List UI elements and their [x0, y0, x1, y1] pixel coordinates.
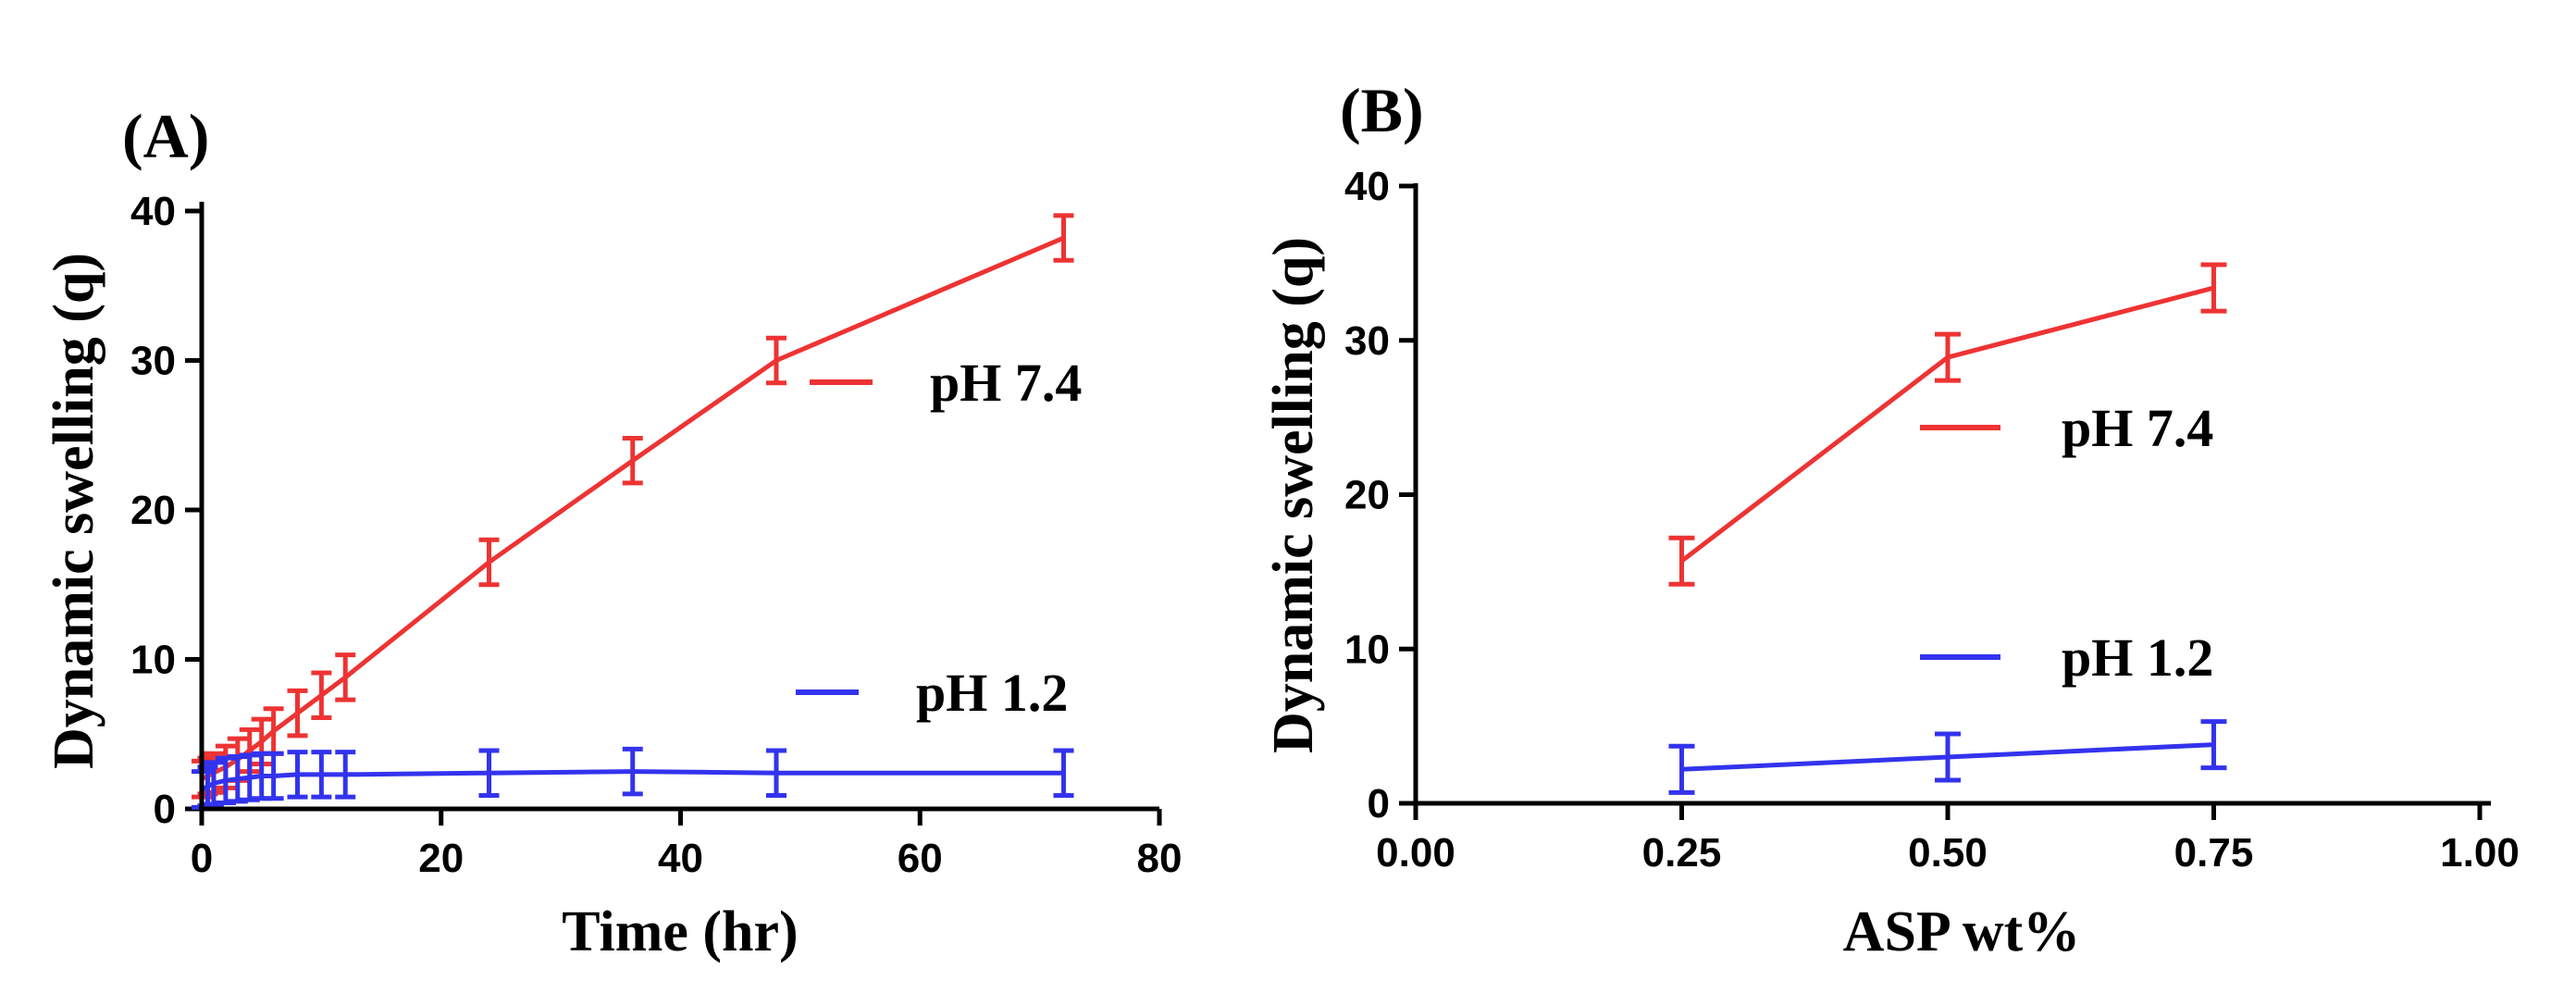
panel-a: (A) Dynamic swelling (q) Time (hr) 0 10 20… [43, 101, 1182, 963]
panel-b-y-tick-label: 10 [1344, 627, 1390, 672]
panel-a-error-bar-ph-7-4 [311, 670, 332, 720]
panel-b-y-axis-title: Dynamic swelling (q) [1262, 237, 1325, 753]
panel-b-error-bar-ph-1-2 [1668, 743, 1695, 795]
panel-a-error-bar-ph-1-2 [287, 750, 308, 800]
panel-a-x-axis-title: Time (hr) [562, 900, 798, 963]
legend-label-ph-1-2: pH 1.2 [2062, 627, 2213, 688]
panel-a-x-tick-label: 80 [1137, 836, 1183, 881]
panel-a-error-bar-ph-1-2 [263, 751, 284, 801]
panel-a-error-bar-ph-7-4 [478, 537, 500, 588]
panel-b-series [1668, 262, 2227, 795]
panel-a-error-bar-ph-1-2 [478, 748, 500, 798]
panel-a-y-tick-label: 40 [130, 189, 176, 234]
panel-a-error-bar-ph-1-2 [311, 750, 332, 800]
panel-a-y-axis-title: Dynamic swelling (q) [43, 253, 105, 769]
panel-b-x-axis-title: ASP wt% [1843, 900, 2081, 963]
panel-b-legend: pH 7.4 pH 1.2 [1920, 398, 2213, 688]
panel-a-error-bar-ph-7-4 [622, 435, 643, 486]
panel-a-error-bar-ph-1-2 [335, 750, 356, 800]
panel-a-error-bar-ph-7-4 [287, 688, 308, 739]
panel-a-error-bar-ph-7-4 [1053, 213, 1074, 263]
panel-a-y-tick-label: 0 [154, 787, 176, 832]
panel-b-error-bar-ph-7-4 [2200, 262, 2227, 314]
panel-a-y-tick-label: 10 [130, 638, 176, 683]
panel-a-error-bar-ph-1-2 [622, 746, 643, 797]
panel-a-error-bar-ph-1-2 [1053, 748, 1074, 798]
panel-b-x-tick-label: 0.00 [1376, 830, 1455, 876]
panel-a-error-bar-ph-7-4 [335, 652, 356, 702]
panel-a-x-tick-label: 40 [658, 836, 703, 881]
panel-a-label: (A) [122, 101, 209, 171]
panel-b-error-bar-ph-7-4 [1935, 331, 1961, 383]
panel-b-y-tick-label: 20 [1344, 473, 1390, 518]
panel-b-x-tick-label: 0.25 [1642, 830, 1722, 876]
legend-label-ph-7-4: pH 7.4 [930, 353, 1082, 413]
panel-a-x-tick-label: 60 [898, 836, 943, 881]
panel-a-error-bar-ph-1-2 [766, 748, 786, 798]
panel-b-y-tick-label: 0 [1368, 781, 1390, 826]
panel-b-label: (B) [1340, 75, 1424, 145]
panel-b-x-tick-label: 0.75 [2174, 830, 2254, 876]
panel-a-error-bar-ph-7-4 [766, 335, 786, 386]
panel-b-error-bar-ph-1-2 [2200, 719, 2227, 771]
panel-b-y-tick-label: 30 [1344, 318, 1390, 364]
legend-label-ph-1-2: pH 1.2 [916, 663, 1068, 723]
panel-a-legend: pH 7.4 pH 1.2 [796, 353, 1082, 723]
panel-a-y-tick-label: 20 [130, 488, 176, 533]
panel-b: (B) Dynamic swelling (q) ASP wt% 0 10 20 30… [1262, 75, 2520, 963]
panel-b-error-bar-ph-1-2 [1935, 731, 1961, 783]
panel-a-x-tick-label: 0 [191, 836, 213, 881]
panel-a-ticks: 0 10 20 30 40 0 20 40 60 80 [130, 189, 1182, 881]
legend-label-ph-7-4: pH 7.4 [2062, 398, 2213, 458]
panel-a-error-bar-ph-7-4 [263, 706, 284, 756]
panel-b-ticks: 0 10 20 30 40 0.00 0.25 0.50 0.75 1.00 [1344, 164, 2520, 876]
panel-b-x-tick-label: 1.00 [2440, 830, 2520, 876]
panel-b-y-tick-label: 40 [1344, 164, 1390, 209]
panel-a-series [192, 213, 1074, 810]
panel-b-x-tick-label: 0.50 [1908, 830, 1988, 876]
panel-a-y-tick-label: 30 [130, 339, 176, 384]
panel-a-x-tick-label: 20 [418, 836, 464, 881]
panel-b-error-bar-ph-7-4 [1668, 535, 1695, 587]
